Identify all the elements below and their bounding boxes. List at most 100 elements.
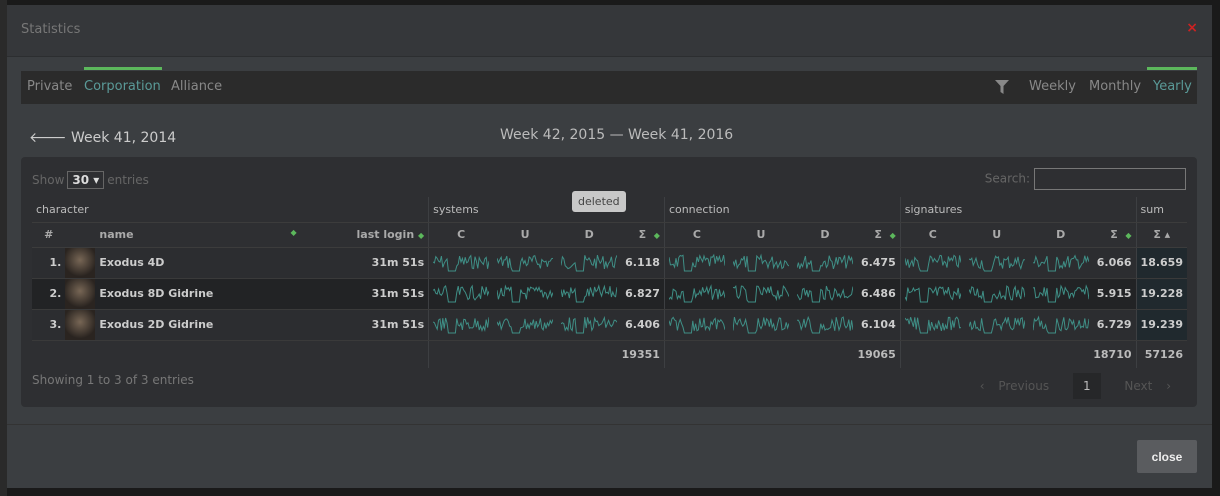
table-row[interactable]: 1. Exodus 4D 31m 51s 6.118 6.475 6.066 18.659 [32,247,1187,279]
sparkline [796,285,853,302]
header-character: character [32,197,429,223]
avatar [65,278,96,310]
close-icon[interactable]: × [1186,20,1198,36]
connection-sum: 6.486 [856,278,901,310]
sparkline [1032,283,1089,302]
next-page-button[interactable]: Next › [1124,379,1171,393]
tab-corporation[interactable]: Corporation [84,79,161,94]
last-login: 31m 51s [300,309,429,341]
tooltip: deleted [572,191,626,212]
tab-private[interactable]: Private [27,79,73,94]
page-button-1[interactable]: 1 [1072,373,1101,399]
entries-select[interactable]: 30 ▾ [67,171,105,189]
header-systems-sum[interactable]: Σ ◆ [621,222,665,248]
total-sum: 57126 [1135,340,1187,368]
total-sum: 19.239 [1135,309,1187,341]
signatures-sum: 5.915 [1092,278,1137,310]
header-connection: connection [663,197,901,223]
systems-sum: 6.406 [621,309,665,341]
character-name: Exodus 2D Gidrine [95,309,301,341]
period-monthly[interactable]: Monthly [1089,79,1142,94]
header-systems: systems [428,197,665,223]
systems-sum: 6.118 [621,247,665,279]
search-box: Search: [985,168,1186,190]
header-signatures: signatures [899,197,1137,223]
previous-page-button[interactable]: ‹ Previous [979,379,1050,393]
header-connection-sum[interactable]: Σ ◆ [856,222,901,248]
avatar [65,309,96,341]
period-yearly[interactable]: Yearly [1153,79,1192,94]
sparkline [668,283,725,302]
sparkline [433,253,490,271]
sparkline [968,316,1025,333]
active-tab-underline [84,67,162,70]
sparkline [497,254,554,271]
header-systems-c[interactable]: C [428,222,494,248]
header-rank[interactable]: # [32,222,66,248]
avatar [65,247,96,279]
totals-row: 19351 19065 18710 57126 [32,340,1187,368]
total-connection: 19065 [663,340,901,368]
dialog-header: Statistics × [7,5,1212,57]
sparkline [433,316,490,333]
systems-sum: 6.827 [621,278,665,310]
filter-icon[interactable] [995,80,1009,94]
header-systems-u[interactable]: U [493,222,558,248]
sparkline [668,253,725,271]
header-systems-d[interactable]: D [557,222,622,248]
sparkline [497,317,554,333]
pagination: ‹ Previous 1 Next › [970,367,1181,405]
previous-period-label: Week 41, 2014 [71,130,177,146]
sparkline [904,285,961,302]
sparkline [1032,314,1089,333]
sparkline [732,316,789,333]
previous-period-link[interactable]: 🡐 Week 41, 2014 [29,129,176,146]
table-info: Showing 1 to 3 of 3 entries [32,373,194,387]
header-signatures-sum[interactable]: Σ ◆ [1092,222,1137,248]
table-row[interactable]: 2. Exodus 8D Gidrine 31m 51s 6.827 6.486 5.91… [32,278,1187,310]
last-login: 31m 51s [300,278,429,310]
signatures-sum: 6.066 [1092,247,1137,279]
sparkline [968,284,1025,302]
statistics-table: character systems connection signatures … [32,197,1187,368]
header-sum: sum [1135,197,1187,223]
search-input[interactable] [1034,168,1186,190]
sparkline [433,284,490,302]
sparkline [1032,253,1089,271]
sparkline [497,283,554,302]
table-row[interactable]: 3. Exodus 2D Gidrine 31m 51s 6.406 6.104 6.72… [32,309,1187,341]
tab-alliance[interactable]: Alliance [171,79,223,94]
header-signatures-c[interactable]: C [899,222,965,248]
header-signatures-d[interactable]: D [1028,222,1093,248]
sparkline [904,253,961,271]
sparkline [796,254,853,271]
dialog-footer [7,424,1212,425]
connection-sum: 6.104 [856,309,901,341]
header-sum-total[interactable]: Σ ▴ [1135,222,1187,248]
active-period-underline [1147,67,1197,70]
header-name[interactable]: name ◆ [95,222,301,248]
header-connection-c[interactable]: C [663,222,729,248]
background-app [0,0,7,496]
header-connection-d[interactable]: D [792,222,857,248]
sparkline [561,283,618,302]
sparkline [668,316,725,333]
sparkline [904,315,961,333]
dialog-title: Statistics [21,22,81,37]
period-weekly[interactable]: Weekly [1029,79,1076,94]
header-last-login[interactable]: last login ◆ [300,222,429,248]
last-login: 31m 51s [300,247,429,279]
total-sum: 18.659 [1135,247,1187,279]
total-systems: 19351 [428,340,665,368]
arrow-left-icon: 🡐 [29,130,71,146]
period-range: Week 42, 2015 — Week 41, 2016 [500,127,734,143]
connection-sum: 6.475 [856,247,901,279]
sparkline [732,284,789,302]
header-connection-u[interactable]: U [728,222,793,248]
close-button[interactable]: close [1137,440,1197,473]
header-signatures-u[interactable]: U [964,222,1029,248]
sparkline [561,315,618,333]
total-signatures: 18710 [899,340,1137,368]
character-name: Exodus 4D [95,247,301,279]
sparkline [561,254,618,271]
